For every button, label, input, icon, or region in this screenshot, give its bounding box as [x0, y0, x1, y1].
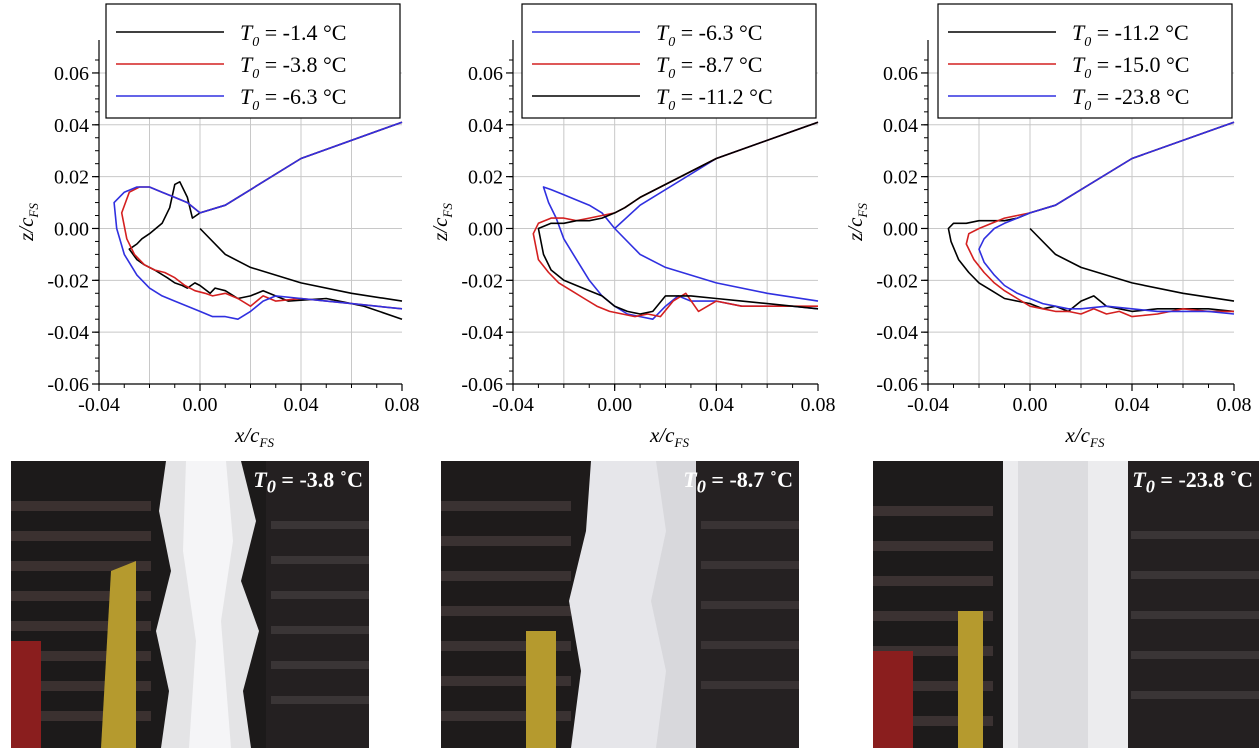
ice-photo-3-image	[873, 461, 1259, 748]
series-line-4	[199, 227, 403, 302]
series-line-1	[128, 121, 403, 320]
photo-3-label: T0 = -23.8 ˚C	[1132, 467, 1253, 497]
y-tick-label: 0.06	[468, 63, 503, 85]
legend-label: T0 = -11.2 °C	[1072, 20, 1189, 50]
y-tick-label: -0.02	[461, 270, 503, 292]
series-line-2	[965, 121, 1235, 318]
legend-label: T0 = -23.8 °C	[1072, 84, 1189, 114]
y-axis-label: z/cFS	[14, 203, 41, 242]
x-tick-label: 0.00	[597, 394, 632, 416]
y-tick-label: 0.02	[468, 167, 503, 189]
legend	[105, 3, 401, 119]
ice-photo-1-image	[11, 461, 369, 748]
x-tick-label: -0.04	[492, 394, 534, 416]
x-axis-label: x/cFS	[234, 423, 274, 450]
ice-photo-1: T0 = -3.8 ˚C	[11, 461, 369, 748]
plot-3: x/cFS z/cFS T0 = -11.2 °CT0 = -15.0 °CT0 =…	[843, 3, 1235, 450]
y-tick-label: -0.02	[47, 270, 89, 292]
legend-label: T0 = -15.0 °C	[1072, 52, 1189, 82]
x-tick-label: -0.04	[907, 394, 949, 416]
legend-label: T0 = -8.7 °C	[656, 52, 762, 82]
series-line-3	[978, 121, 1235, 315]
series-line-3	[113, 121, 403, 320]
y-tick-label: 0.04	[468, 115, 503, 137]
y-tick-label: 0.02	[883, 167, 918, 189]
y-tick-label: -0.06	[461, 374, 503, 396]
y-tick-label: -0.04	[47, 322, 89, 344]
x-tick-label: 0.08	[385, 394, 420, 416]
x-axis-label: x/cFS	[649, 423, 689, 450]
y-tick-label: -0.04	[461, 322, 503, 344]
series-line-2	[532, 121, 819, 318]
y-tick-label: 0.00	[468, 218, 503, 240]
y-tick-label: -0.04	[876, 322, 918, 344]
legend-label: T0 = -6.3 °C	[240, 84, 346, 114]
x-tick-label: 0.04	[284, 394, 319, 416]
series-line-4	[614, 227, 819, 302]
y-axis-label: z/cFS	[843, 203, 870, 242]
y-tick-label: 0.04	[883, 115, 918, 137]
legend-label: T0 = -11.2 °C	[656, 84, 773, 114]
ice-photo-2-image	[441, 461, 799, 748]
series-line-1	[947, 121, 1235, 313]
series-line-1	[542, 121, 819, 320]
x-tick-label: 0.00	[1013, 394, 1048, 416]
photo-1-label: T0 = -3.8 ˚C	[253, 467, 363, 497]
legend	[521, 3, 817, 119]
y-tick-label: 0.06	[54, 63, 89, 85]
y-tick-label: 0.06	[883, 63, 918, 85]
ice-photo-2: T0 = -8.7 ˚C	[441, 461, 799, 748]
x-tick-label: 0.08	[1217, 394, 1252, 416]
y-tick-label: -0.02	[876, 270, 918, 292]
plot-2: x/cFS z/cFS T0 = -6.3 °CT0 = -8.7 °CT0 = -…	[428, 3, 819, 450]
series-line-3	[537, 121, 819, 315]
y-tick-label: 0.00	[883, 218, 918, 240]
y-tick-label: 0.02	[54, 167, 89, 189]
x-tick-label: 0.08	[801, 394, 836, 416]
y-tick-label: 0.04	[54, 115, 89, 137]
x-tick-label: -0.04	[78, 394, 120, 416]
y-tick-label: 0.00	[54, 218, 89, 240]
series-line-4	[1029, 227, 1235, 302]
y-tick-label: -0.06	[47, 374, 89, 396]
x-tick-label: 0.04	[699, 394, 734, 416]
legend-label: T0 = -1.4 °C	[240, 20, 346, 50]
x-tick-label: 0.00	[183, 394, 218, 416]
legend	[937, 3, 1233, 119]
x-tick-label: 0.04	[1115, 394, 1150, 416]
x-axis-label: x/cFS	[1065, 423, 1105, 450]
y-axis-label: z/cFS	[428, 203, 455, 242]
legend-label: T0 = -3.8 °C	[240, 52, 346, 82]
ice-photo-3: T0 = -23.8 ˚C	[873, 461, 1259, 748]
plot-1: x/cFS z/cFS T0 = -1.4 °CT0 = -3.8 °CT0 = -…	[14, 3, 403, 450]
y-tick-label: -0.06	[876, 374, 918, 396]
legend-label: T0 = -6.3 °C	[656, 20, 762, 50]
photo-2-label: T0 = -8.7 ˚C	[683, 467, 793, 497]
